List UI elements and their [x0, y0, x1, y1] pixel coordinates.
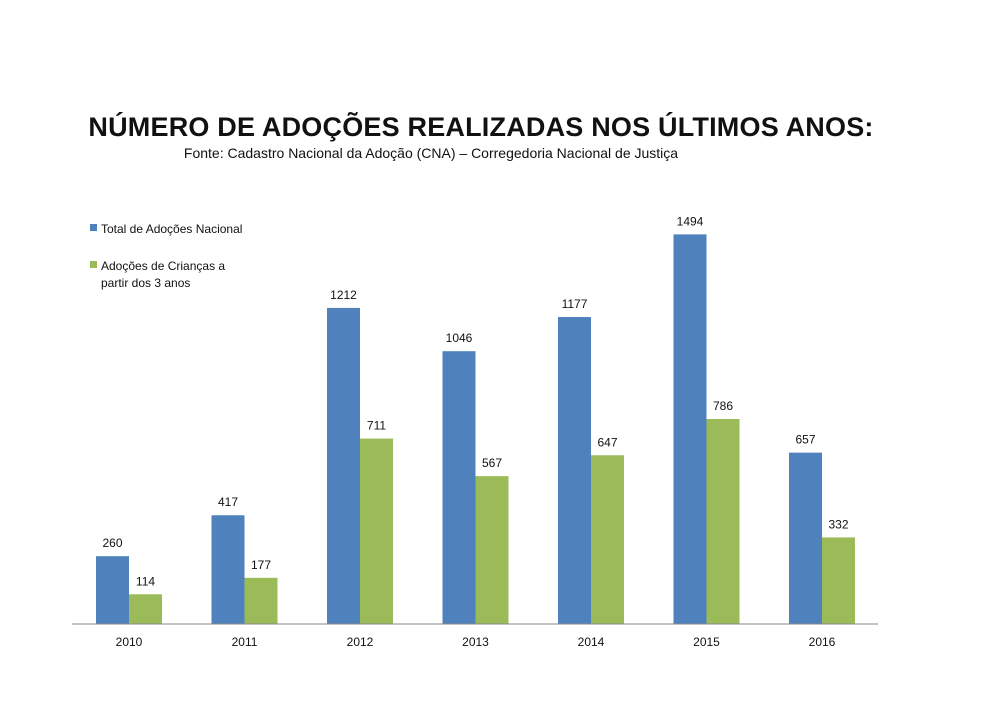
- legend-label-series-2: Adoções de Crianças a partir dos 3 anos: [101, 259, 225, 290]
- data-label-2013-series-1: 1046: [446, 331, 473, 345]
- data-label-2010-series-1: 260: [102, 536, 122, 550]
- data-label-2016-series-2: 332: [828, 517, 848, 531]
- bar-2011-series-1: [211, 515, 245, 624]
- x-tick-label-2015: 2015: [693, 635, 720, 649]
- x-tick-label-2013: 2013: [462, 635, 489, 649]
- data-label-2015-series-2: 786: [713, 399, 733, 413]
- data-label-2013-series-2: 567: [482, 456, 502, 470]
- bars: [96, 234, 855, 624]
- bar-2014-series-2: [591, 455, 624, 624]
- bar-2014-series-1: [558, 317, 591, 624]
- data-label-2010-series-2: 114: [136, 574, 155, 588]
- x-tick-label-2012: 2012: [347, 635, 374, 649]
- data-label-2014-series-2: 647: [597, 435, 617, 449]
- bar-2012-series-2: [360, 438, 393, 624]
- legend-label-series-1: Total de Adoções Nacional: [101, 222, 242, 236]
- legend-swatch-series-1: [90, 224, 97, 231]
- x-axis-ticks: 2010 2011 2012 2013 2014 2015 2016: [116, 635, 836, 649]
- bar-2016-series-2: [822, 537, 855, 624]
- x-tick-label-2010: 2010: [116, 635, 143, 649]
- bar-2010-series-2: [129, 594, 162, 624]
- bar-2010-series-1: [96, 556, 129, 624]
- data-label-2012-series-1: 1212: [330, 288, 357, 302]
- data-label-2012-series-2: 711: [367, 419, 386, 433]
- bar-2011-series-2: [244, 577, 278, 624]
- legend-swatch-series-2: [90, 261, 97, 268]
- chart-title: NÚMERO DE ADOÇÕES REALIZADAS NOS ÚLTIMOS…: [88, 112, 874, 142]
- data-label-2011-series-1: 417: [218, 495, 238, 509]
- bar-2015-series-2: [706, 419, 740, 624]
- x-tick-label-2011: 2011: [232, 635, 258, 649]
- legend: Total de Adoções Nacional Adoções de Cria…: [90, 222, 242, 290]
- data-label-2014-series-1: 1177: [562, 297, 588, 311]
- x-tick-label-2014: 2014: [578, 635, 605, 649]
- bar-2012-series-1: [327, 307, 360, 624]
- bar-2016-series-1: [789, 452, 822, 624]
- data-labels: 260 114 417 177 1212 711 1046 567 1177 647 1494 786…: [102, 214, 848, 588]
- x-tick-label-2016: 2016: [809, 635, 836, 649]
- bar-2015-series-1: [673, 234, 707, 624]
- data-label-2016-series-1: 657: [795, 433, 815, 447]
- data-label-2015-series-1: 1494: [677, 214, 704, 228]
- data-label-2011-series-2: 177: [251, 558, 271, 572]
- bar-2013-series-1: [442, 351, 476, 624]
- bar-2013-series-2: [475, 476, 509, 624]
- chart-subtitle: Fonte: Cadastro Nacional da Adoção (CNA)…: [183, 145, 679, 161]
